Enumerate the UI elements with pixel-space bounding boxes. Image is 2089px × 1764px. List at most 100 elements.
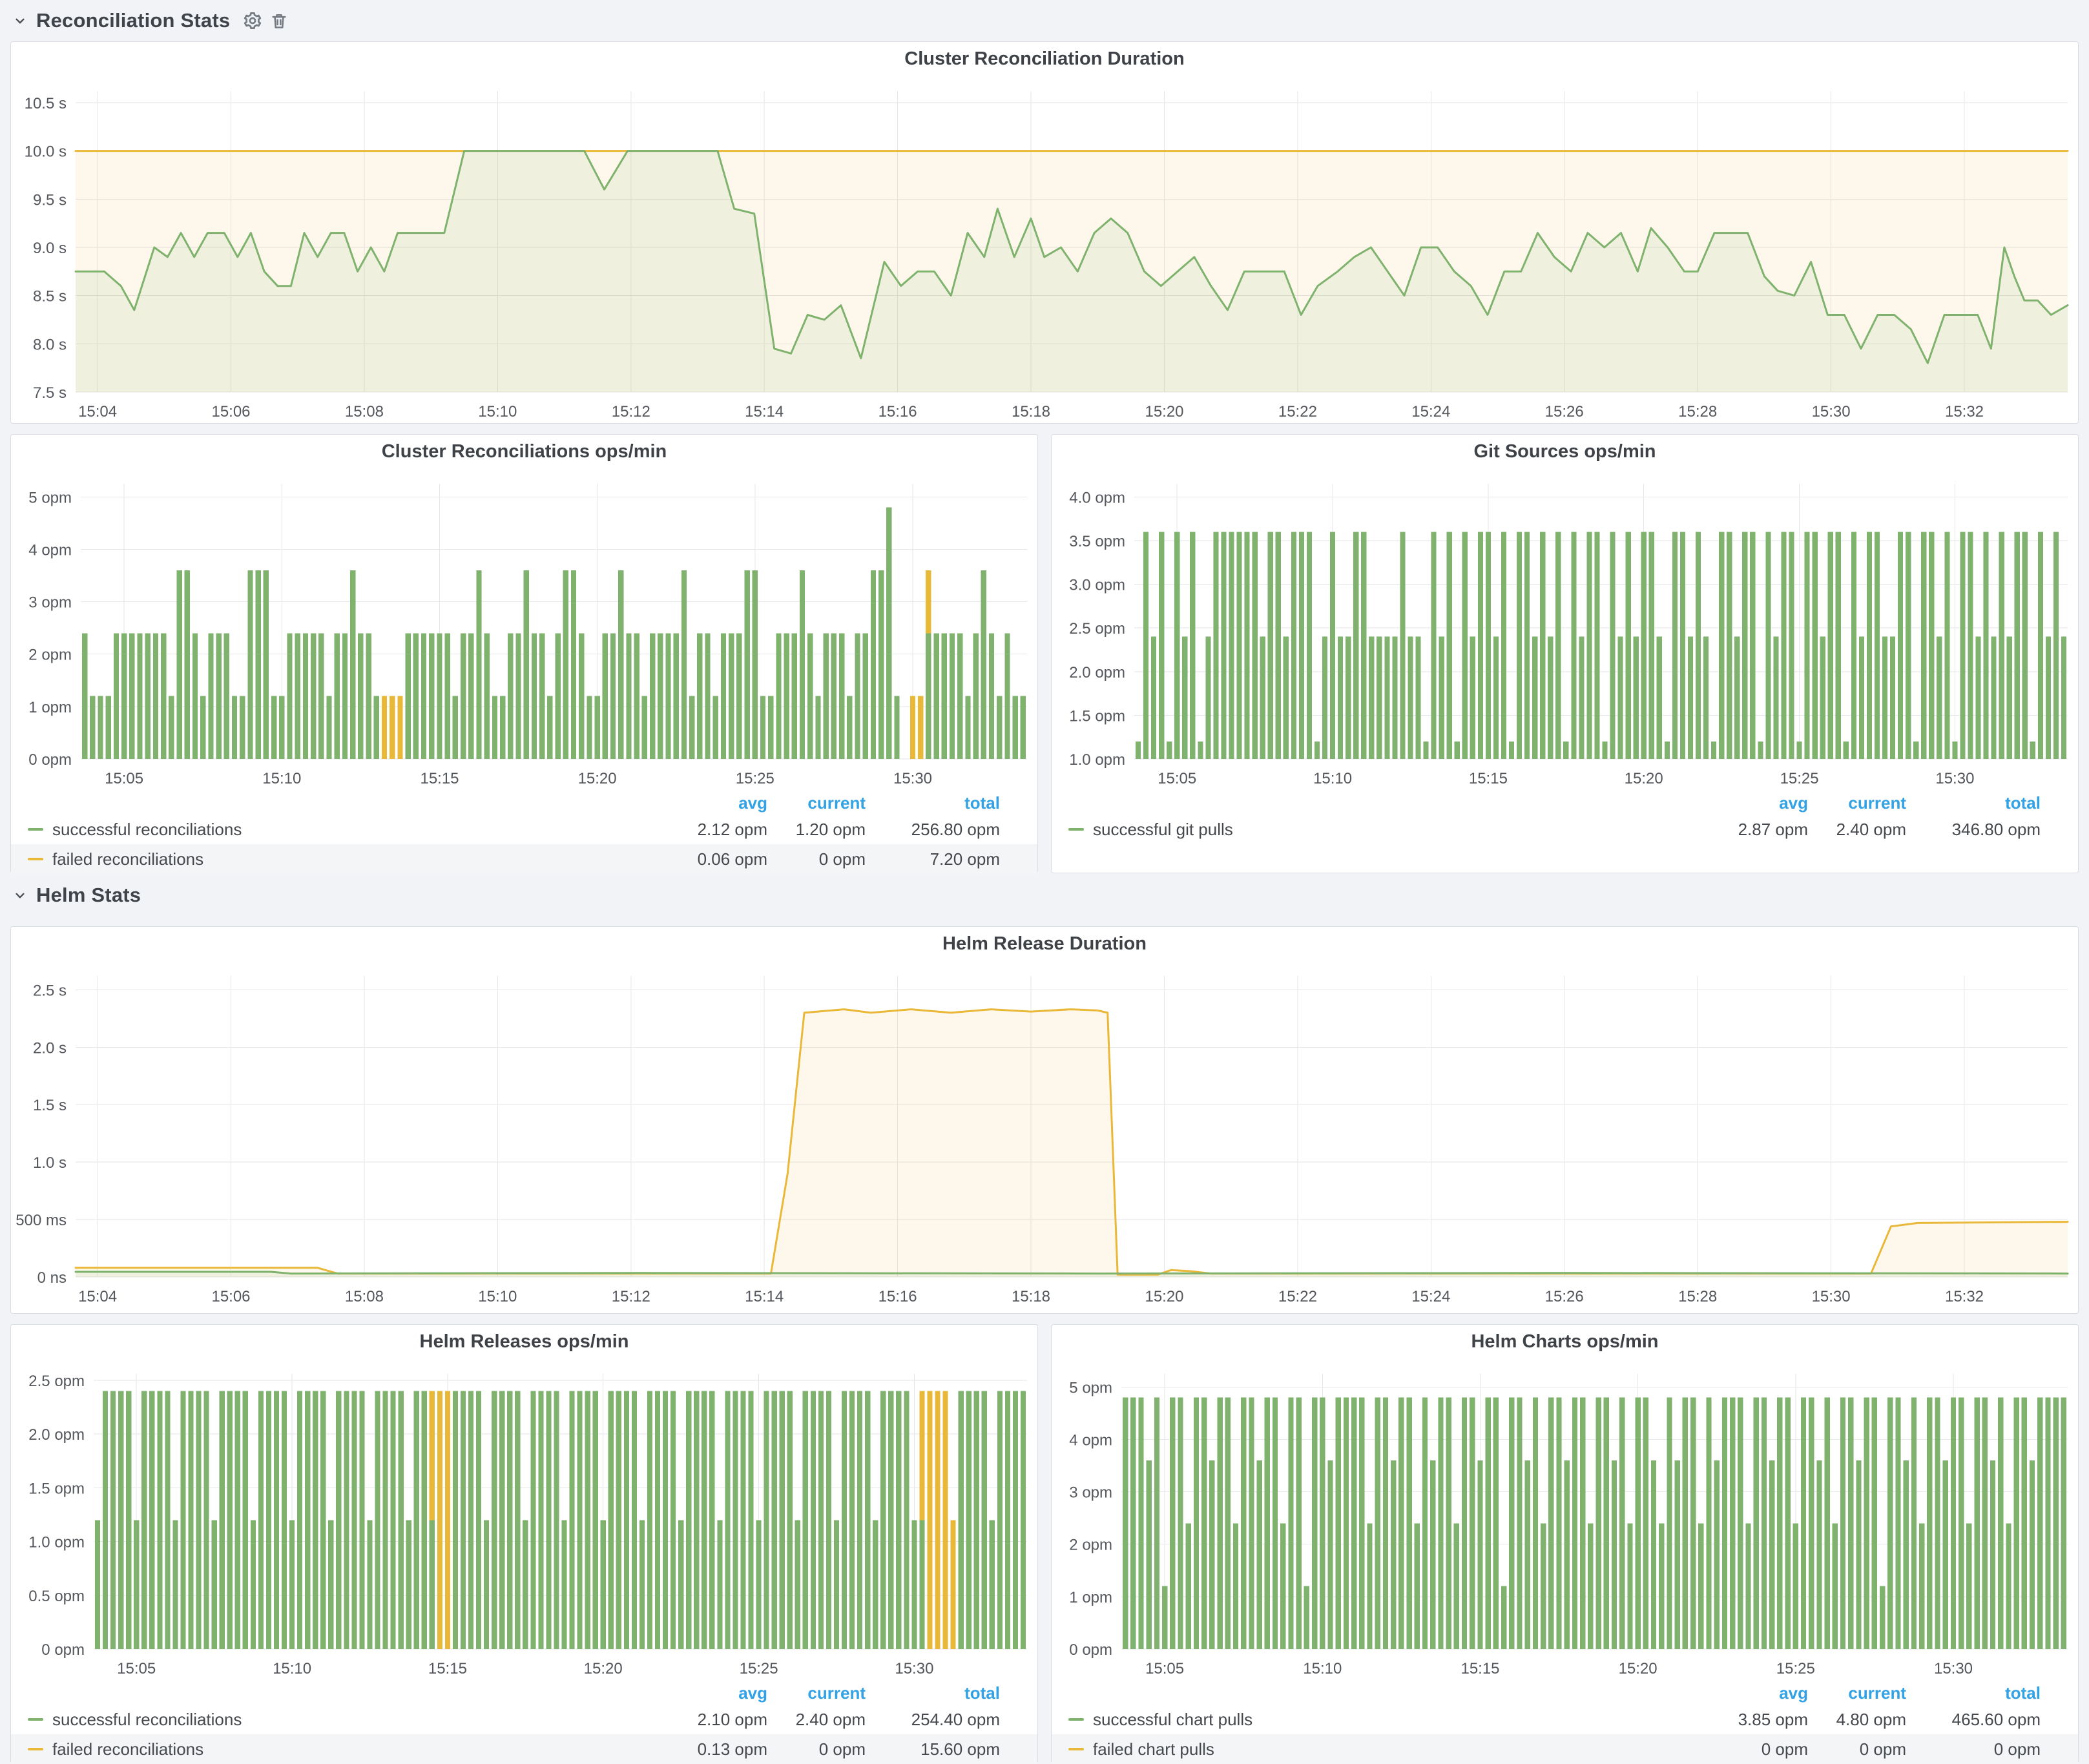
panel-title[interactable]: Helm Charts ops/min: [1471, 1331, 1659, 1352]
svg-text:5 opm: 5 opm: [28, 489, 72, 506]
svg-text:15:15: 15:15: [420, 770, 459, 787]
svg-text:3.5 opm: 3.5 opm: [1069, 533, 1125, 550]
panel-title[interactable]: Helm Releases ops/min: [419, 1331, 629, 1352]
legend-series-label[interactable]: successful reconciliations: [52, 1709, 242, 1729]
svg-text:15:24: 15:24: [1411, 1288, 1450, 1305]
svg-text:7.5 s: 7.5 s: [33, 384, 67, 402]
svg-text:15:28: 15:28: [1678, 1288, 1717, 1305]
legend-cluster-reconciliations: avg current total successful reconciliation…: [11, 791, 1037, 874]
legend-sort-current[interactable]: current: [1848, 1683, 1906, 1703]
svg-text:0 ns: 0 ns: [37, 1269, 67, 1287]
legend-sort-avg[interactable]: avg: [1779, 793, 1808, 813]
legend-sort-current[interactable]: current: [1848, 793, 1906, 813]
svg-text:0 opm: 0 opm: [1069, 1641, 1112, 1659]
helm-charts-opm-chart[interactable]: 15:05 15:10 15:15 15:20 15:25 15:30 0 opm 1 opm…: [1052, 1358, 2078, 1681]
gear-icon[interactable]: [243, 11, 262, 30]
legend-value: 0.13 opm: [697, 1739, 767, 1759]
svg-text:15:26: 15:26: [1545, 403, 1584, 420]
panel-git-sources-opm: Git Sources ops/min 15:05 15:10 15:15 15:20…: [1051, 434, 2079, 873]
legend-value: 0.06 opm: [697, 849, 767, 869]
svg-text:15:32: 15:32: [1945, 1288, 1984, 1305]
svg-text:15:24: 15:24: [1411, 403, 1450, 420]
series-color-dash: [28, 1718, 43, 1721]
legend-sort-total[interactable]: total: [2005, 793, 2041, 813]
legend-sort-avg[interactable]: avg: [738, 1683, 767, 1703]
git-sources-opm-chart[interactable]: 15:05 15:10 15:15 15:20 15:25 15:30 1.0 opm 1.5…: [1052, 468, 2078, 791]
cluster-reconciliations-opm-chart[interactable]: 15:05 15:10 15:15 15:20 15:25 15:30 0 opm 1 opm…: [11, 468, 1037, 791]
panel-title[interactable]: Helm Release Duration: [942, 933, 1147, 954]
svg-text:4 opm: 4 opm: [28, 541, 72, 559]
svg-text:15:05: 15:05: [105, 770, 143, 787]
svg-text:1 opm: 1 opm: [28, 699, 72, 716]
section-header-helm-stats[interactable]: Helm Stats: [0, 873, 2089, 917]
section-header-reconciliation-stats[interactable]: Reconciliation Stats: [0, 0, 2089, 41]
svg-text:15:20: 15:20: [1619, 1660, 1658, 1677]
svg-text:15:18: 15:18: [1012, 403, 1050, 420]
svg-text:15:22: 15:22: [1278, 403, 1317, 420]
legend-series-label[interactable]: failed reconciliations: [52, 849, 204, 869]
panel-title[interactable]: Git Sources ops/min: [1473, 441, 1656, 462]
panel-title[interactable]: Cluster Reconciliation Duration: [904, 48, 1185, 69]
section-title[interactable]: Helm Stats: [36, 884, 141, 906]
panel-title[interactable]: Cluster Reconciliations ops/min: [381, 441, 667, 462]
svg-text:8.5 s: 8.5 s: [33, 288, 67, 306]
helm-release-duration-chart[interactable]: 15:04 15:06 15:08 15:10 15:12 15:14 15:16 15:18…: [11, 960, 2078, 1309]
chevron-down-icon[interactable]: [12, 12, 28, 29]
svg-text:15:20: 15:20: [1625, 770, 1663, 787]
svg-text:15:15: 15:15: [1469, 770, 1508, 787]
svg-text:15:06: 15:06: [211, 403, 250, 420]
svg-text:15:06: 15:06: [211, 1288, 250, 1305]
cluster-reconciliation-duration-chart[interactable]: 15:04 15:06 15:08 15:10 15:12 15:14 15:16 15:18…: [11, 76, 2078, 424]
legend-sort-total[interactable]: total: [2005, 1683, 2041, 1703]
svg-text:15:16: 15:16: [878, 1288, 917, 1305]
legend-header-row: avg current total: [11, 1681, 1037, 1705]
svg-text:15:04: 15:04: [78, 403, 117, 420]
svg-text:9.0 s: 9.0 s: [33, 240, 67, 257]
legend-sort-total[interactable]: total: [964, 1683, 1000, 1703]
svg-text:2.5 opm: 2.5 opm: [28, 1373, 85, 1390]
svg-text:1 opm: 1 opm: [1069, 1589, 1112, 1606]
legend-sort-current[interactable]: current: [807, 793, 866, 813]
legend-value: 1.20 opm: [795, 819, 866, 839]
panel-helm-releases-opm: Helm Releases ops/min 15:05 15:10 15:15 15:…: [10, 1324, 1038, 1764]
legend-series-label[interactable]: successful chart pulls: [1093, 1709, 1253, 1729]
svg-text:15:18: 15:18: [1012, 1288, 1050, 1305]
chevron-down-icon[interactable]: [12, 887, 28, 904]
svg-text:5 opm: 5 opm: [1069, 1379, 1112, 1396]
legend-series-label[interactable]: successful git pulls: [1093, 819, 1233, 839]
legend-series-label[interactable]: failed reconciliations: [52, 1739, 204, 1759]
legend-sort-avg[interactable]: avg: [1779, 1683, 1808, 1703]
svg-text:15:16: 15:16: [878, 403, 917, 420]
svg-text:15:05: 15:05: [1145, 1660, 1184, 1677]
svg-text:15:10: 15:10: [262, 770, 301, 787]
svg-text:15:10: 15:10: [1303, 1660, 1342, 1677]
legend-sort-avg[interactable]: avg: [738, 793, 767, 813]
svg-text:2.0 opm: 2.0 opm: [28, 1426, 85, 1444]
svg-text:1.5 opm: 1.5 opm: [1069, 707, 1125, 725]
svg-text:4.0 opm: 4.0 opm: [1069, 489, 1125, 506]
svg-text:9.5 s: 9.5 s: [33, 191, 67, 209]
svg-text:1.0 s: 1.0 s: [33, 1154, 67, 1172]
svg-text:15:10: 15:10: [478, 403, 517, 420]
svg-text:15:32: 15:32: [1945, 403, 1984, 420]
trash-icon[interactable]: [270, 12, 288, 30]
svg-text:2.5 s: 2.5 s: [33, 982, 67, 999]
svg-text:8.0 s: 8.0 s: [33, 336, 67, 353]
svg-text:500 ms: 500 ms: [16, 1212, 67, 1229]
legend-row: failed reconciliations 0.13 opm 0 opm 15.60…: [11, 1734, 1037, 1764]
svg-text:0 opm: 0 opm: [28, 751, 72, 769]
series-color-dash: [28, 858, 43, 860]
svg-text:3.0 opm: 3.0 opm: [1069, 577, 1125, 594]
legend-sort-total[interactable]: total: [964, 793, 1000, 813]
svg-text:15:20: 15:20: [584, 1660, 623, 1677]
legend-series-label[interactable]: failed chart pulls: [1093, 1739, 1214, 1759]
legend-sort-current[interactable]: current: [807, 1683, 866, 1703]
legend-value: 2.40 opm: [795, 1709, 866, 1729]
legend-series-label[interactable]: successful reconciliations: [52, 819, 242, 839]
svg-text:15:10: 15:10: [478, 1288, 517, 1305]
panel-cluster-reconciliation-duration: Cluster Reconciliation Duration 15:04 15:…: [10, 41, 2079, 424]
helm-releases-opm-chart[interactable]: 15:05 15:10 15:15 15:20 15:25 15:30 0 opm 0.5 o…: [11, 1358, 1037, 1681]
section-title[interactable]: Reconciliation Stats: [36, 9, 231, 32]
svg-text:15:26: 15:26: [1545, 1288, 1584, 1305]
legend-value: 254.40 opm: [911, 1709, 1000, 1729]
